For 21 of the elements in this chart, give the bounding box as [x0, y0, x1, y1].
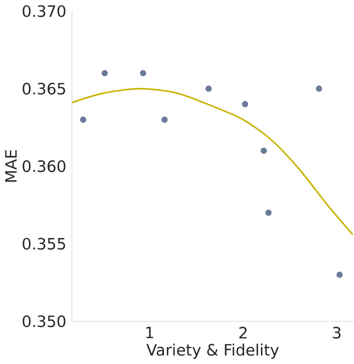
point — [336, 272, 343, 278]
point — [161, 116, 168, 123]
point — [140, 70, 146, 76]
x-axis-title: Variety & Fidelity — [146, 344, 279, 359]
y-axis-title: MAE — [5, 150, 17, 182]
point — [265, 210, 272, 216]
point — [260, 148, 267, 154]
x-tick-label: 3 — [333, 326, 341, 339]
y-tick-label: 0.370 — [22, 5, 66, 18]
point — [102, 70, 108, 76]
x-tick-label: 1 — [146, 326, 154, 338]
point — [80, 116, 86, 123]
point — [316, 86, 322, 92]
y-tick-label: 0.355 — [22, 238, 66, 250]
y-tick-label: 0.365 — [22, 82, 66, 95]
y-tick-label: 0.350 — [22, 315, 66, 328]
x-tick-label: 2 — [239, 326, 247, 338]
point — [242, 101, 248, 108]
point — [205, 86, 212, 92]
line-series — [72, 88, 354, 236]
y-tick-label: 0.360 — [22, 160, 66, 172]
